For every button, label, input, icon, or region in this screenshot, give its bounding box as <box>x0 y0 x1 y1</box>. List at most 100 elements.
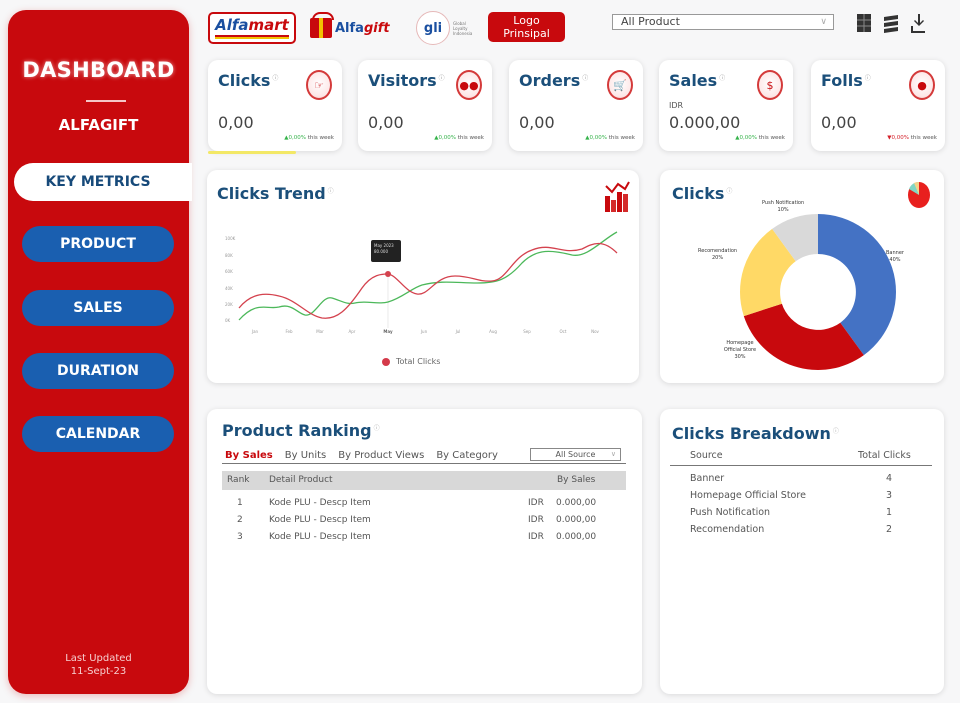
clicks-donut-chart[interactable] <box>738 212 898 372</box>
alfamart-logo-text-a: Alfa <box>215 16 249 34</box>
clicks-donut-card: Clicks ⓘ Push Notification 10% Recomendati… <box>660 170 944 383</box>
kpi-title: Folls ⓘ <box>821 71 871 90</box>
chevron-down-icon: ∨ <box>820 17 827 27</box>
sidebar-item-key-metrics[interactable]: KEY METRICS <box>14 163 192 201</box>
y-tick: 80K <box>225 253 233 258</box>
sidebar-item-sales[interactable]: SALES <box>22 290 174 326</box>
users-icon: ●● <box>456 70 482 100</box>
last-updated-date: 11-Sept-23 <box>70 666 127 677</box>
sidebar-title: DASHBOARD <box>22 58 175 82</box>
alfamart-logo: Alfamart <box>208 12 296 44</box>
clicks-trend-chart[interactable]: 100K 80K 60K 40K 20K 0K Jan Feb Mar Apr May… <box>207 170 639 383</box>
column-header-product: Detail Product <box>269 475 333 485</box>
kpi-change: ▲0,00% this week <box>735 135 785 141</box>
legend-label: Total Clicks <box>396 357 441 366</box>
source-filter-value: All Source <box>555 450 596 459</box>
ranking-table-header: Rank Detail Product By Sales <box>222 471 626 490</box>
divider <box>670 465 932 466</box>
table-row[interactable]: 3 Kode PLU - Descp Item IDR 0.000,00 <box>237 532 597 542</box>
alfagift-logo: Alfagift <box>310 12 400 44</box>
chart-tooltip: May 2023 80.000 <box>371 240 401 262</box>
chevron-down-icon: ∨ <box>610 450 616 458</box>
sidebar-item-label: CALENDAR <box>55 426 141 442</box>
sidebar-item-product[interactable]: PRODUCT <box>22 226 174 262</box>
cart-icon: 🛒 <box>607 70 633 100</box>
sidebar-item-duration[interactable]: DURATION <box>22 353 174 389</box>
donut-slice-homepage <box>743 303 864 370</box>
table-row[interactable]: Recomendation 2 <box>690 524 893 535</box>
principal-logo-line2: Prinsipal <box>503 27 550 40</box>
click-icon: ☞ <box>306 70 332 100</box>
product-filter-value: All Product <box>621 15 680 28</box>
svg-text:May: May <box>383 329 393 334</box>
grid-icon[interactable] <box>855 12 873 34</box>
gli-logo-mark: gli <box>416 11 450 45</box>
list-icon[interactable] <box>882 12 900 34</box>
source-filter-select[interactable]: All Source ∨ <box>530 448 621 461</box>
sidebar-item-calendar[interactable]: CALENDAR <box>22 416 174 452</box>
table-row[interactable]: Homepage Official Store 3 <box>690 490 893 501</box>
alfagift-logo-text-b: gift <box>363 20 390 36</box>
product-filter-select[interactable]: All Product ∨ <box>612 14 834 30</box>
tab-by-sales[interactable]: By Sales <box>225 450 273 461</box>
svg-text:Jun: Jun <box>420 329 428 334</box>
kpi-value: 0.000,00 <box>669 113 741 132</box>
y-tick: 20K <box>225 302 233 307</box>
donut-label-recomendation: Recomendation 20% <box>698 248 738 261</box>
clicks-breakdown-title: Clicks Breakdown ⓘ <box>672 424 839 443</box>
y-tick: 100K <box>225 236 236 241</box>
y-tick: 60K <box>225 269 233 274</box>
clicks-trend-card: Clicks Trend ⓘ 100K 80K 60K 40K 20K 0K Ja… <box>207 170 639 383</box>
kpi-value: 0,00 <box>821 113 857 132</box>
chart-icon <box>605 181 630 212</box>
money-bag-icon: $ <box>757 70 783 100</box>
kpi-value: 0,00 <box>218 113 254 132</box>
table-row[interactable]: 1 Kode PLU - Descp Item IDR 0.000,00 <box>237 498 597 508</box>
tab-by-category[interactable]: By Category <box>436 450 498 461</box>
last-updated-label: Last Updated <box>65 653 132 664</box>
kpi-card-orders[interactable]: Orders ⓘ 🛒 0,00 ▲0,00% this week <box>509 60 643 151</box>
clicks-breakdown-card: Clicks Breakdown ⓘ Source Total Clicks Ba… <box>660 409 944 694</box>
table-row[interactable]: Banner 4 <box>690 473 893 484</box>
table-row[interactable]: Push Notification 1 <box>690 507 893 518</box>
column-header-total-clicks: Total Clicks <box>858 450 911 461</box>
divider <box>222 463 626 464</box>
kpi-change: ▲0,00% this week <box>434 135 484 141</box>
product-ranking-title: Product Ranking ⓘ <box>222 421 380 440</box>
last-updated: Last Updated 11-Sept-23 <box>8 652 189 678</box>
svg-text:Sep: Sep <box>523 329 531 334</box>
column-header-rank: Rank <box>227 475 250 485</box>
kpi-value: 0,00 <box>368 113 404 132</box>
sidebar-subtitle: ALFAGIFT <box>58 116 139 134</box>
sidebar-item-label: DURATION <box>57 363 139 379</box>
download-icon[interactable] <box>910 12 928 34</box>
sidebar-divider <box>86 100 126 102</box>
alfagift-logo-text-a: Alfa <box>335 20 364 36</box>
sidebar-item-label: PRODUCT <box>60 236 136 252</box>
kpi-card-clicks[interactable]: Clicks ⓘ ☞ 0,00 ▲0,00% this week <box>208 60 342 154</box>
kpi-card-sales[interactable]: Sales ⓘ $ IDR 0.000,00 ▲0,00% this week <box>659 60 793 151</box>
column-header-by-sales: By Sales <box>557 475 596 485</box>
kpi-unit: IDR <box>669 101 684 110</box>
kpi-value: 0,00 <box>519 113 555 132</box>
kpi-title: Orders ⓘ <box>519 71 589 90</box>
alfamart-logo-bar <box>215 35 289 39</box>
y-tick: 40K <box>225 286 233 291</box>
table-row[interactable]: 2 Kode PLU - Descp Item IDR 0.000,00 <box>237 515 597 525</box>
tab-by-product-views[interactable]: By Product Views <box>338 450 425 461</box>
donut-slice-banner <box>818 214 896 356</box>
gli-logo-subtext: Global Loyalty Indonesia <box>453 20 473 36</box>
legend-dot-icon <box>382 357 390 366</box>
kpi-title: Visitors ⓘ <box>368 71 445 90</box>
svg-text:Apr: Apr <box>349 329 356 334</box>
tab-by-units[interactable]: By Units <box>284 450 327 461</box>
kpi-change: ▲0,00% this week <box>284 135 334 141</box>
ranking-tabs: By Sales By Units By Product Views By Ca… <box>225 450 498 461</box>
product-ranking-card: Product Ranking ⓘ By Sales By Units By Pr… <box>207 409 642 694</box>
gli-logo: gli Global Loyalty Indonesia <box>416 11 473 45</box>
kpi-card-visitors[interactable]: Visitors ⓘ ●● 0,00 ▲0,00% this week <box>358 60 492 151</box>
chart-legend[interactable]: Total Clicks <box>382 357 440 366</box>
kpi-card-folls[interactable]: Folls ⓘ ● 0,00 ▼0,00% this week <box>811 60 945 151</box>
clicks-donut-title: Clicks ⓘ <box>672 184 733 203</box>
gift-icon <box>310 12 334 38</box>
